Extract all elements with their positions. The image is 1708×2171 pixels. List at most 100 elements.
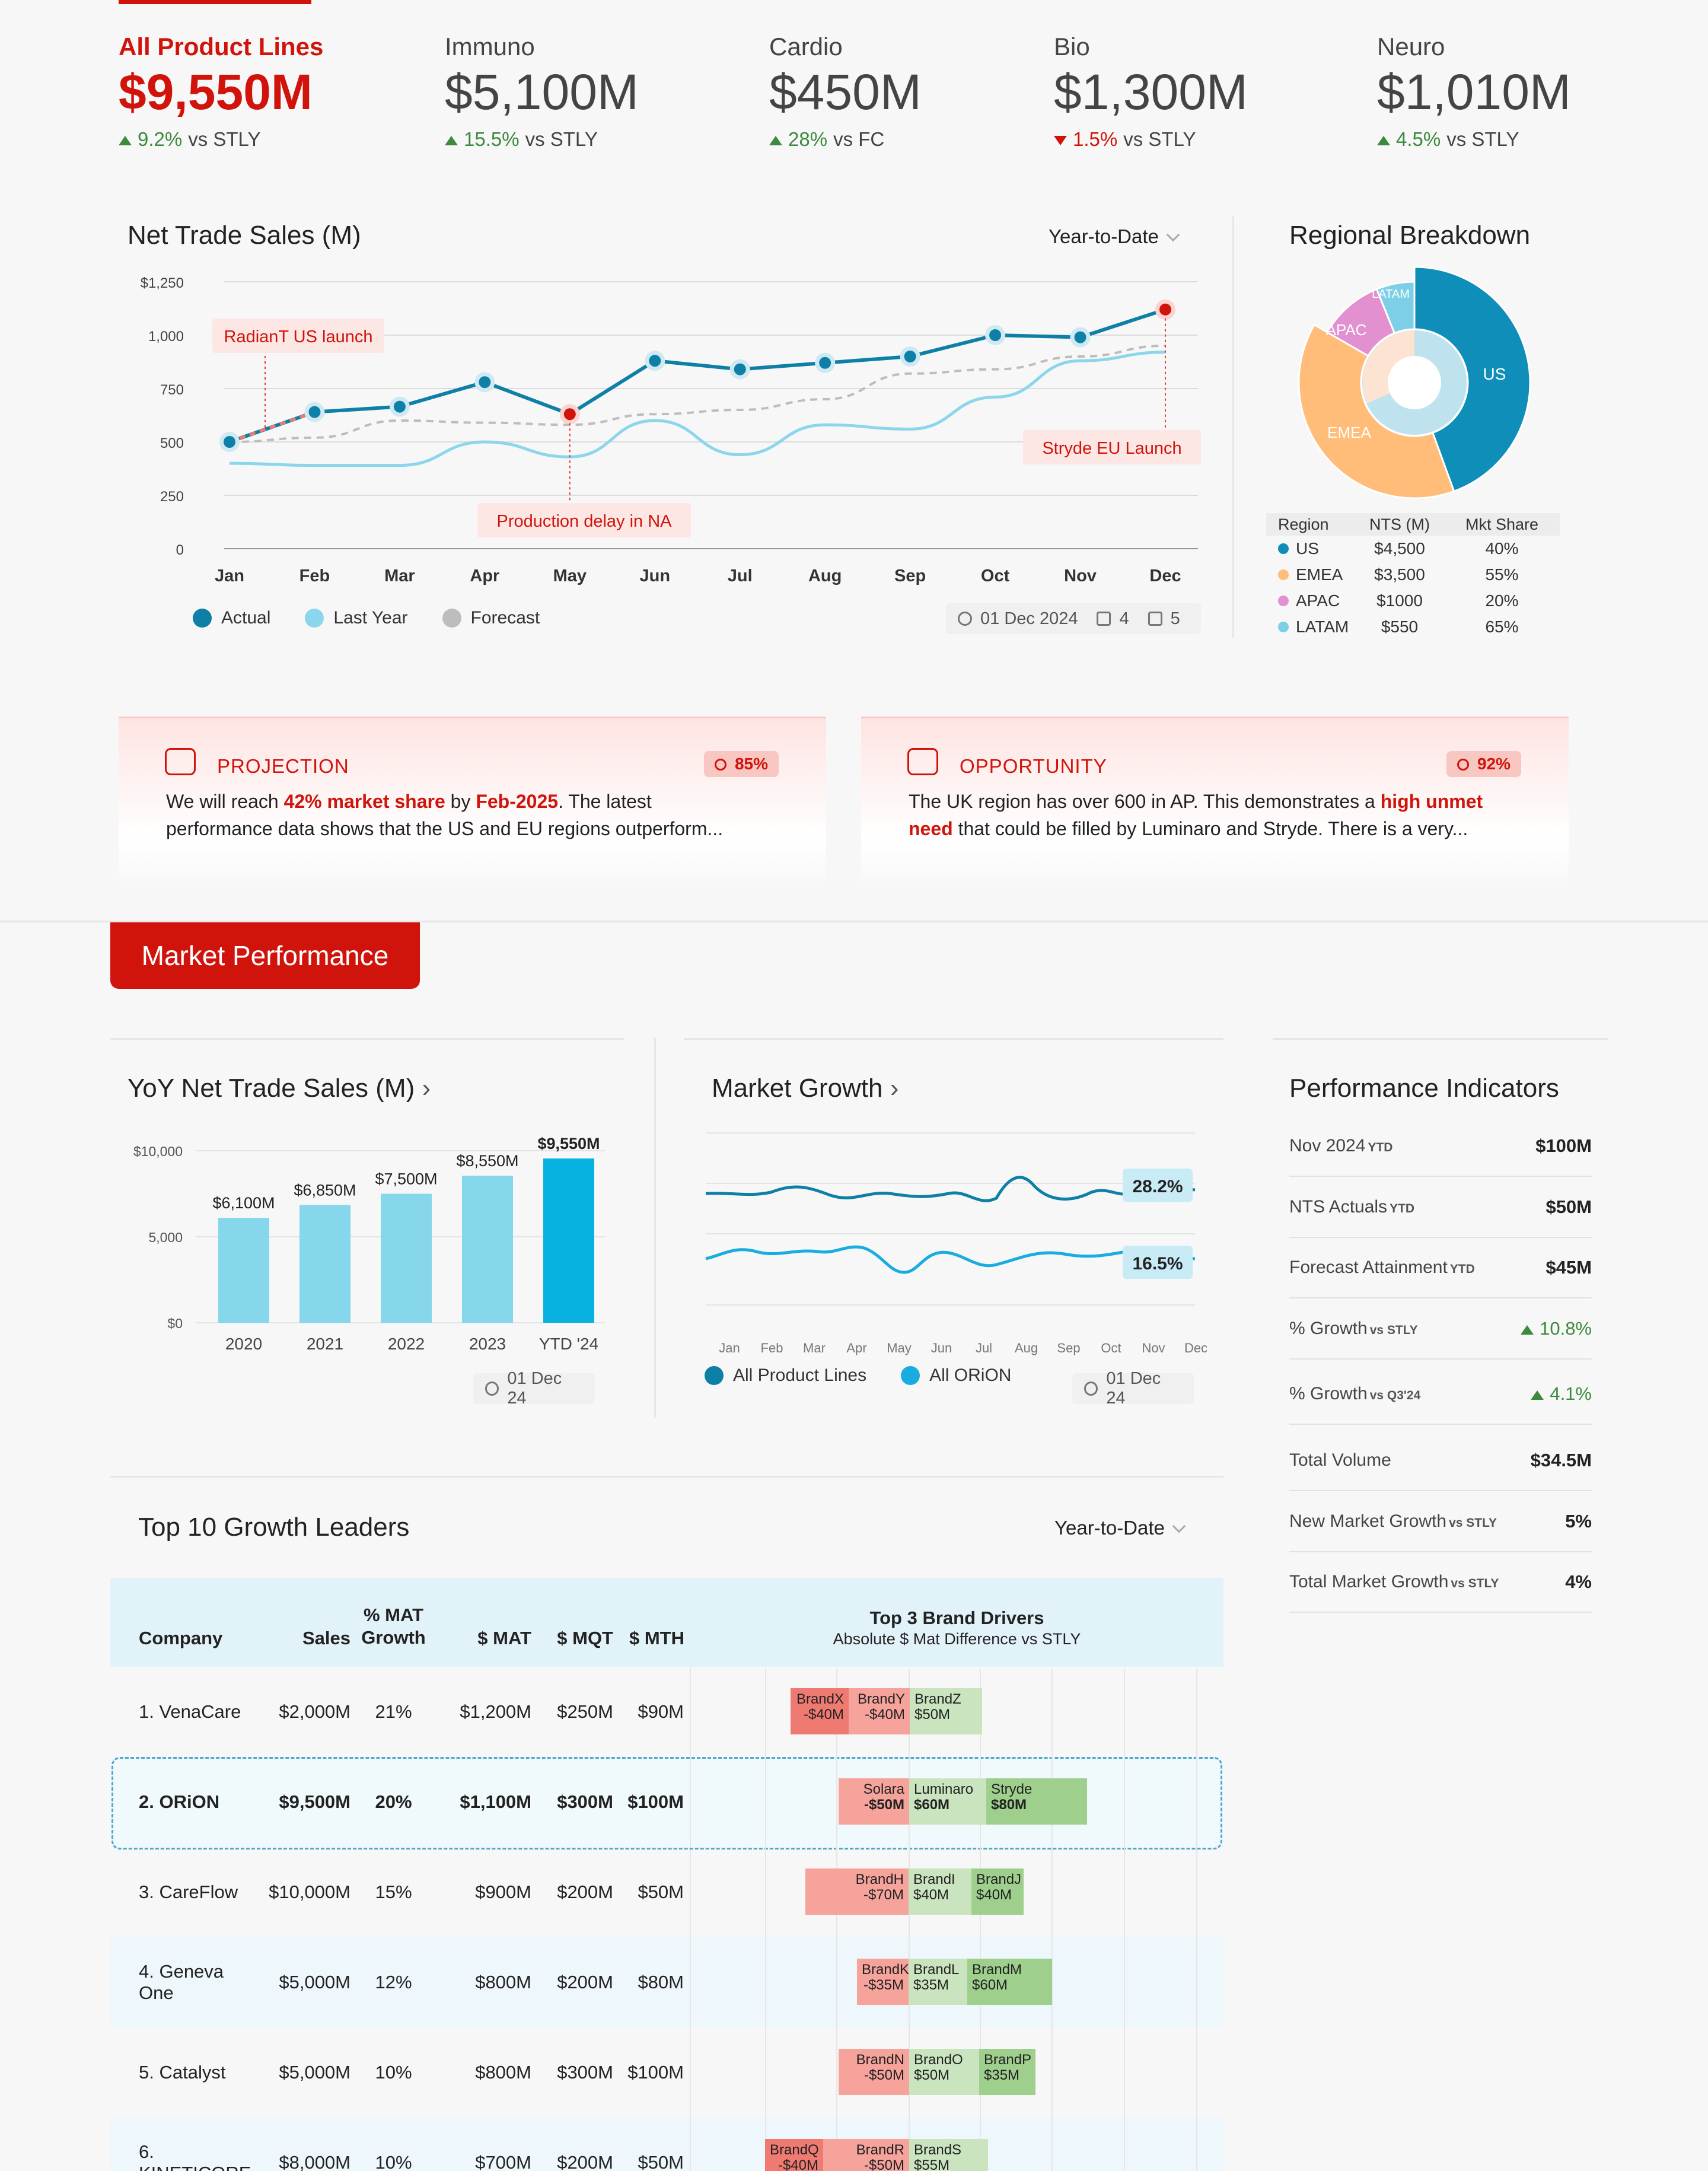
table-row[interactable]: 5. Catalyst $5,000M 10% $800M $300M $100M xyxy=(110,2027,1223,2118)
brand-driver-bar[interactable]: BrandZ $50M xyxy=(910,1688,982,1734)
pi-row[interactable]: % Growth vs STLY 10.8% xyxy=(1289,1299,1592,1360)
brand-driver-bar[interactable]: BrandI $40M xyxy=(909,1868,971,1915)
insight-body: We will reach 42% market share by Feb-20… xyxy=(166,788,789,842)
col-company[interactable]: Company xyxy=(110,1578,256,1667)
legend-all-product-lines[interactable]: All Product Lines xyxy=(705,1365,866,1386)
cell-mat: 10% xyxy=(350,2118,436,2171)
brand-driver-bar[interactable]: BrandX -$40M xyxy=(791,1688,849,1734)
kpi-card[interactable]: Neuro $1,010M 4.5% vs STLY xyxy=(1377,33,1571,151)
legend-actual[interactable]: Actual xyxy=(193,608,270,628)
highlighted-row-outline xyxy=(111,1757,1222,1850)
kpi-value: $9,550M xyxy=(119,64,313,120)
comment-icon[interactable] xyxy=(1148,612,1162,626)
brand-driver-bar[interactable]: BrandY -$40M xyxy=(849,1688,910,1734)
market-performance-tab[interactable]: Market Performance xyxy=(110,922,420,989)
brand-driver-bar[interactable]: BrandH -$70M xyxy=(805,1868,909,1915)
cell-brand-drivers xyxy=(690,1757,1223,1847)
insight-text: that could be filled by Luminaro and Str… xyxy=(952,818,1468,839)
leaders-period-dropdown[interactable]: Year-to-Date xyxy=(1054,1517,1186,1539)
region-cell: EMEA xyxy=(1266,565,1355,584)
pi-row[interactable]: NTS Actuals YTD $50M xyxy=(1289,1177,1592,1238)
insight-card[interactable]: OPPORTUNITY 92% The UK region has over 600… xyxy=(861,717,1569,889)
x-tick-label: Apr xyxy=(470,566,499,585)
pi-row[interactable]: New Market Growth vs STLY 5% xyxy=(1289,1492,1592,1552)
brand-name: Stryde xyxy=(991,1781,1033,1797)
cell-sales: $2,000M xyxy=(279,1701,350,1722)
pi-value-text: $45M xyxy=(1546,1257,1592,1278)
brand-driver-bar[interactable]: BrandO $50M xyxy=(909,2049,979,2095)
table-row[interactable]: 3. CareFlow $10,000M 15% $900M $200M $50M xyxy=(110,1847,1223,1937)
legend-last-year[interactable]: Last Year xyxy=(305,608,408,628)
cell-smat: $800M xyxy=(436,1937,531,2027)
brand-driver-bar[interactable]: BrandK -$35M xyxy=(857,1959,909,2005)
series-all-orion xyxy=(705,1245,1196,1274)
brand-driver-bar[interactable]: BrandR -$50M xyxy=(823,2139,909,2171)
brand-driver-bar[interactable]: BrandP $35M xyxy=(979,2049,1035,2095)
brand-driver-bar[interactable]: Luminaro $60M xyxy=(909,1778,986,1825)
brand-value: -$35M xyxy=(863,1977,904,1993)
pi-value: $45M xyxy=(1546,1257,1592,1278)
col-mth[interactable]: $ MTH xyxy=(613,1578,690,1667)
col-mqt[interactable]: $ MQT xyxy=(531,1578,613,1667)
triangle-up-icon xyxy=(445,136,458,146)
col-sales[interactable]: Sales xyxy=(256,1578,350,1667)
brand-value: -$50M xyxy=(863,2067,904,2083)
pi-row[interactable]: Total Market Growth vs STLY 4% xyxy=(1289,1552,1592,1613)
nts-period-dropdown[interactable]: Year-to-Date xyxy=(1049,225,1180,248)
kpi-card[interactable]: Immuno $5,100M 15.5% vs STLY xyxy=(445,33,639,151)
chevron-right-icon: › xyxy=(890,1074,899,1103)
pi-row[interactable]: Total Volume $34.5M xyxy=(1289,1431,1592,1491)
legend-dot-icon xyxy=(1278,569,1289,580)
insight-card[interactable]: PROJECTION 85% We will reach 42% market sh… xyxy=(119,717,826,889)
brand-driver-bar[interactable]: BrandN -$50M xyxy=(839,2049,909,2095)
pi-row[interactable]: Forecast Attainment YTD $45M xyxy=(1289,1238,1592,1298)
driver-gridline xyxy=(836,1669,837,2171)
yoy-title[interactable]: YoY Net Trade Sales (M) › xyxy=(128,1074,431,1103)
brand-driver-bar[interactable]: Stryde $80M xyxy=(986,1778,1087,1825)
kpi-card[interactable]: Bio $1,300M 1.5% vs STLY xyxy=(1054,33,1248,151)
table-row[interactable]: 1. VenaCare $2,000M 21% $1,200M $250M $90M xyxy=(110,1667,1223,1757)
cell-smqt: $300M xyxy=(531,1757,613,1847)
brand-value: $60M xyxy=(972,1977,1008,1993)
pi-label-sub: YTD xyxy=(1449,1262,1475,1276)
regional-row[interactable]: EMEA $3,500 55% xyxy=(1266,562,1560,588)
cell-company: 2. ORiON xyxy=(110,1757,256,1847)
col-mat[interactable]: $ MAT xyxy=(436,1578,531,1667)
kpi-card[interactable]: All Product Lines $9,550M 9.2% vs STLY xyxy=(119,33,323,151)
regional-row[interactable]: APAC $1000 20% xyxy=(1266,588,1560,614)
cell-company: 3. CareFlow xyxy=(139,1882,238,1902)
target-icon xyxy=(1457,759,1469,771)
insight-text: performance data shows that the US and E… xyxy=(166,818,724,839)
legend-all-orion[interactable]: All ORiON xyxy=(901,1365,1011,1386)
legend-forecast[interactable]: Forecast xyxy=(442,608,540,628)
kpi-delta: 28% vs FC xyxy=(769,128,922,151)
growth-title[interactable]: Market Growth › xyxy=(712,1074,898,1103)
brand-driver-bar[interactable]: BrandQ -$40M xyxy=(765,2139,823,2171)
table-row[interactable]: 2. ORiON $9,500M 20% $1,100M $300M $100M xyxy=(110,1757,1223,1847)
brand-driver-bar[interactable]: BrandJ $40M xyxy=(971,1868,1024,1915)
triangle-up-icon xyxy=(1377,136,1390,146)
region-cell: APAC xyxy=(1266,591,1355,610)
kpi-card[interactable]: Cardio $450M 28% vs FC xyxy=(769,33,922,151)
brand-driver-bar[interactable]: BrandL $35M xyxy=(909,1959,967,2005)
brand-name: Luminaro xyxy=(914,1781,974,1797)
confidence-value: 92% xyxy=(1477,755,1511,773)
pi-label: Total Market Growth vs STLY xyxy=(1289,1572,1499,1592)
end-value-badge xyxy=(1123,1169,1193,1202)
col-mat-growth[interactable]: % MAT Growth xyxy=(350,1578,436,1667)
table-row[interactable]: 4. Geneva One $5,000M 12% $800M $200M $80M xyxy=(110,1937,1223,2027)
pi-row[interactable]: % Growth vs Q3'24 4.1% xyxy=(1289,1364,1592,1425)
triangle-down-icon xyxy=(1054,136,1067,146)
brand-driver-bar[interactable]: BrandM $60M xyxy=(967,1959,1052,2005)
y-tick-label: 250 xyxy=(160,489,184,505)
cell-smat: $900M xyxy=(475,1882,531,1902)
regional-row[interactable]: US $4,500 40% xyxy=(1266,536,1560,562)
brand-value: -$70M xyxy=(863,1887,904,1903)
pi-value-text: 5% xyxy=(1565,1511,1592,1532)
pi-row[interactable]: Nov 2024 YTD $100M xyxy=(1289,1116,1592,1177)
brand-driver-bar[interactable]: Solara -$50M xyxy=(839,1778,909,1825)
regional-row[interactable]: LATAM $550 65% xyxy=(1266,614,1560,640)
brand-driver-bar[interactable]: BrandS $55M xyxy=(909,2139,988,2171)
insight-title: PROJECTION xyxy=(217,755,349,777)
